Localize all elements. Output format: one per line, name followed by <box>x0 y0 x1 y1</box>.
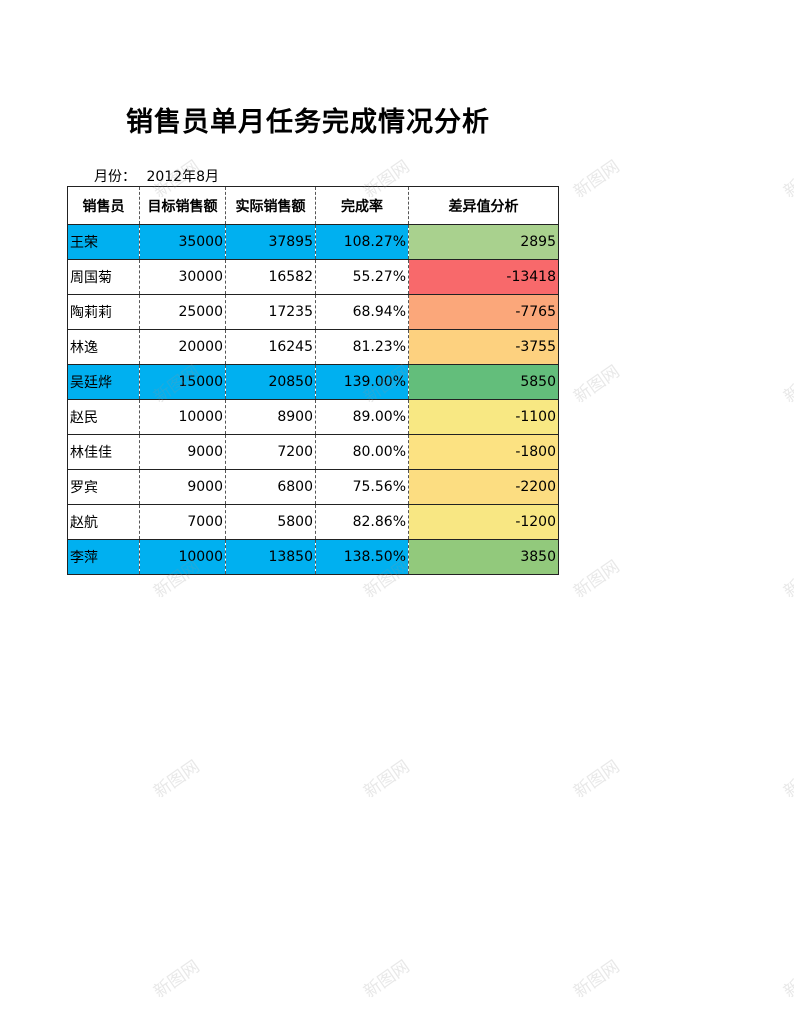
cell-salesperson[interactable]: 李萍 <box>67 539 140 575</box>
watermark-text: 新图网 <box>570 361 624 408</box>
cell-target[interactable]: 7000 <box>139 504 226 540</box>
cell-target[interactable]: 25000 <box>139 294 226 330</box>
cell-salesperson[interactable]: 赵民 <box>67 399 140 435</box>
table-row: 周国菊 30000 16582 55.27% -13418 <box>67 259 559 295</box>
cell-target[interactable]: 15000 <box>139 364 226 400</box>
cell-salesperson[interactable]: 林逸 <box>67 329 140 365</box>
watermark-text: 新图网 <box>570 556 624 603</box>
cell-rate[interactable]: 80.00% <box>315 434 409 470</box>
watermark-text: 新图网 <box>780 956 794 1003</box>
page-title: 销售员单月任务完成情况分析 <box>126 107 490 138</box>
cell-diff[interactable]: 3850 <box>408 539 559 575</box>
watermark-text: 新图网 <box>570 956 624 1003</box>
cell-salesperson[interactable]: 赵航 <box>67 504 140 540</box>
cell-actual[interactable]: 17235 <box>225 294 316 330</box>
cell-target[interactable]: 9000 <box>139 434 226 470</box>
header-actual: 实际销售额 <box>225 186 316 225</box>
cell-actual[interactable]: 6800 <box>225 469 316 505</box>
cell-salesperson[interactable]: 吴廷烨 <box>67 364 140 400</box>
cell-actual[interactable]: 37895 <box>225 224 316 260</box>
table-header-row: 销售员 目标销售额 实际销售额 完成率 差异值分析 <box>67 186 559 225</box>
cell-actual[interactable]: 5800 <box>225 504 316 540</box>
watermark-text: 新图网 <box>150 756 204 803</box>
cell-rate[interactable]: 55.27% <box>315 259 409 295</box>
cell-rate[interactable]: 108.27% <box>315 224 409 260</box>
cell-salesperson[interactable]: 林佳佳 <box>67 434 140 470</box>
cell-actual[interactable]: 7200 <box>225 434 316 470</box>
cell-target[interactable]: 20000 <box>139 329 226 365</box>
cell-target[interactable]: 10000 <box>139 539 226 575</box>
month-value: 2012年8月 <box>146 169 219 185</box>
cell-actual[interactable]: 8900 <box>225 399 316 435</box>
cell-diff[interactable]: -2200 <box>408 469 559 505</box>
cell-salesperson[interactable]: 陶莉莉 <box>67 294 140 330</box>
table-row: 王荣 35000 37895 108.27% 2895 <box>67 224 559 260</box>
cell-rate[interactable]: 81.23% <box>315 329 409 365</box>
watermark-text: 新图网 <box>570 156 624 203</box>
cell-diff[interactable]: 5850 <box>408 364 559 400</box>
table-row: 赵航 7000 5800 82.86% -1200 <box>67 504 559 540</box>
cell-actual[interactable]: 16582 <box>225 259 316 295</box>
month-row: 月份： 2012年8月 <box>94 166 219 186</box>
header-salesperson: 销售员 <box>67 186 140 225</box>
table-row: 赵民 10000 8900 89.00% -1100 <box>67 399 559 435</box>
cell-target[interactable]: 30000 <box>139 259 226 295</box>
cell-salesperson[interactable]: 周国菊 <box>67 259 140 295</box>
cell-diff[interactable]: -3755 <box>408 329 559 365</box>
cell-diff[interactable]: -1800 <box>408 434 559 470</box>
watermark-text: 新图网 <box>360 756 414 803</box>
header-target: 目标销售额 <box>139 186 226 225</box>
cell-rate[interactable]: 82.86% <box>315 504 409 540</box>
cell-salesperson[interactable]: 罗宾 <box>67 469 140 505</box>
header-rate: 完成率 <box>315 186 409 225</box>
cell-diff[interactable]: -7765 <box>408 294 559 330</box>
table-row: 林佳佳 9000 7200 80.00% -1800 <box>67 434 559 470</box>
cell-salesperson[interactable]: 王荣 <box>67 224 140 260</box>
watermark-text: 新图网 <box>360 956 414 1003</box>
watermark-text: 新图网 <box>780 556 794 603</box>
cell-target[interactable]: 10000 <box>139 399 226 435</box>
cell-diff[interactable]: -1100 <box>408 399 559 435</box>
cell-rate[interactable]: 139.00% <box>315 364 409 400</box>
cell-actual[interactable]: 20850 <box>225 364 316 400</box>
watermark-text: 新图网 <box>570 756 624 803</box>
cell-actual[interactable]: 16245 <box>225 329 316 365</box>
watermark-text: 新图网 <box>780 156 794 203</box>
cell-target[interactable]: 35000 <box>139 224 226 260</box>
cell-rate[interactable]: 138.50% <box>315 539 409 575</box>
cell-rate[interactable]: 89.00% <box>315 399 409 435</box>
table-row: 李萍 10000 13850 138.50% 3850 <box>67 539 559 575</box>
sales-table: 销售员 目标销售额 实际销售额 完成率 差异值分析 王荣 35000 37895 10… <box>67 186 559 575</box>
watermark-text: 新图网 <box>780 361 794 408</box>
cell-diff[interactable]: 2895 <box>408 224 559 260</box>
table-row: 林逸 20000 16245 81.23% -3755 <box>67 329 559 365</box>
cell-target[interactable]: 9000 <box>139 469 226 505</box>
header-diff: 差异值分析 <box>408 186 559 225</box>
month-label: 月份： <box>94 169 136 185</box>
watermark-text: 新图网 <box>150 956 204 1003</box>
watermark-text: 新图网 <box>780 756 794 803</box>
table-row: 陶莉莉 25000 17235 68.94% -7765 <box>67 294 559 330</box>
cell-diff[interactable]: -13418 <box>408 259 559 295</box>
cell-diff[interactable]: -1200 <box>408 504 559 540</box>
table-row: 罗宾 9000 6800 75.56% -2200 <box>67 469 559 505</box>
cell-rate[interactable]: 68.94% <box>315 294 409 330</box>
cell-rate[interactable]: 75.56% <box>315 469 409 505</box>
cell-actual[interactable]: 13850 <box>225 539 316 575</box>
table-row: 吴廷烨 15000 20850 139.00% 5850 <box>67 364 559 400</box>
